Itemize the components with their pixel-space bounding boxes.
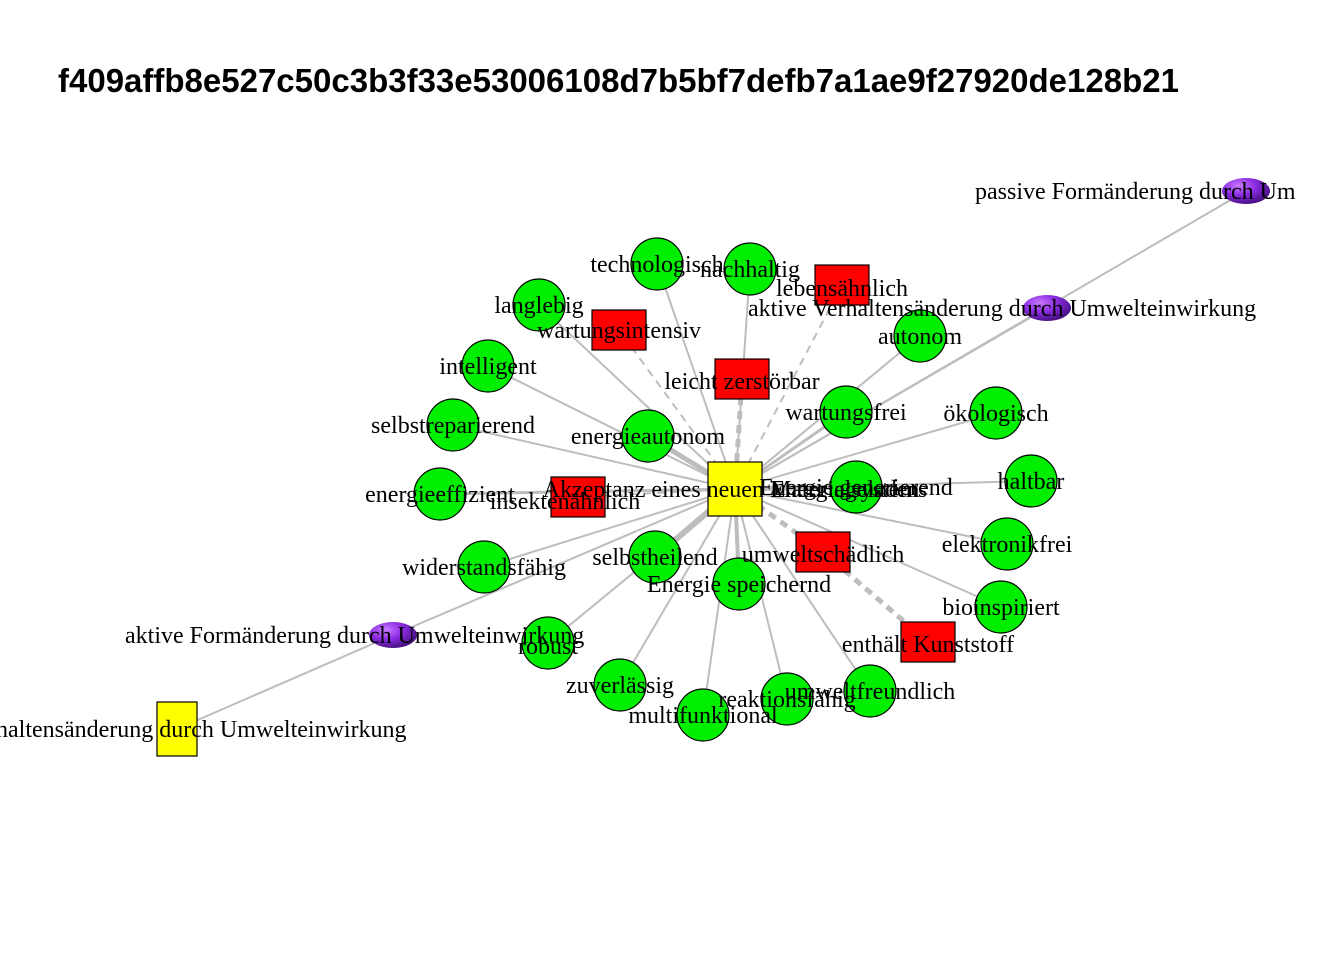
node-label-technologisch: technologisch <box>590 252 723 278</box>
node-energieautonom <box>621 409 675 463</box>
node-widerstandsfaehig <box>457 540 511 594</box>
node-label-robust: robust <box>518 634 578 660</box>
edge-aktive_formaenderung-verhaltensaenderung_square <box>176 634 394 730</box>
node-label-langlebig: langlebig <box>494 293 583 319</box>
node-passive_formaenderung <box>1222 178 1270 204</box>
node-energie_generierend <box>829 460 883 514</box>
edge-central-technologisch <box>656 263 736 490</box>
node-zuverlaessig <box>593 658 647 712</box>
node-label-wartungsfrei: wartungsfrei <box>785 400 907 426</box>
node-umweltschaedlich <box>795 531 851 573</box>
node-aktive_formaenderung <box>369 622 417 648</box>
node-oekologisch <box>969 386 1023 440</box>
node-elektronikfrei <box>980 517 1034 571</box>
edge-central-bioinspiriert <box>734 488 1002 608</box>
node-label-verhaltensaenderung_square: haltensänderung durch Umwelteinwirkung <box>0 717 407 743</box>
node-verhaltensaenderung_square <box>156 701 198 757</box>
node-label-widerstandsfaehig: widerstandsfähig <box>402 555 566 581</box>
edge-central-intelligent <box>487 365 736 490</box>
edge-central-umweltfreundlich <box>734 488 871 692</box>
node-label-wartungsintensiv: wartungsintensiv <box>537 318 701 344</box>
node-label-reaktionsfaehig: reaktionsfähig <box>718 687 855 713</box>
node-wartungsfrei <box>819 385 873 439</box>
node-label-haltbar: haltbar <box>998 469 1065 495</box>
node-label-insektenaehnlich: insektenähnlich <box>490 489 641 515</box>
node-label-passive_formaenderung: passive Formänderung durch Um <box>975 179 1296 205</box>
edge-central-haltbar <box>734 480 1032 490</box>
node-label-leicht_zerstoerbar: leicht zerstörbar <box>664 369 819 395</box>
node-nachhaltig <box>723 242 777 296</box>
node-label-autonom: autonom <box>878 324 962 350</box>
node-label-selbstheilend: selbstheilend <box>592 545 717 571</box>
edge-central-langlebig <box>538 304 736 490</box>
node-label-energieautonom: energieautonom <box>571 424 726 450</box>
node-label-central: Akzeptanz eines neuen Materialsystems <box>543 477 928 503</box>
nodes-layer <box>156 178 1270 757</box>
node-label-nachhaltig: nachhaltig <box>700 257 800 283</box>
edge-central-multifunktional <box>702 488 736 716</box>
node-label-energieeffizient: energieeffizient <box>365 482 515 508</box>
node-central <box>707 461 763 517</box>
node-langlebig <box>512 278 566 332</box>
edge-central-aktive_verhaltensaenderung <box>734 307 1048 490</box>
node-enthaelt_kunststoff <box>900 621 956 663</box>
node-multifunktional <box>676 688 730 742</box>
node-label-bioinspiriert: bioinspiriert <box>942 595 1060 621</box>
edge-central-lebensaehnlich <box>734 284 843 490</box>
node-label-aktive_formaenderung: aktive Formänderung durch Umwelteinwirku… <box>125 623 584 649</box>
edge-central-aktive_formaenderung <box>392 488 736 636</box>
node-label-multifunktional: multifunktional <box>628 703 778 729</box>
node-label-aktive_verhaltensaenderung: aktive Verhaltensänderung durch Umweltei… <box>748 296 1256 322</box>
node-bioinspiriert <box>974 580 1028 634</box>
node-energieeffizient <box>413 467 467 521</box>
labels-layer: Akzeptanz eines neuen MaterialsystemsEne… <box>0 179 1296 743</box>
edge-central-oekologisch <box>734 412 997 490</box>
node-lebensaehnlich <box>814 264 870 306</box>
node-haltbar <box>1004 454 1058 508</box>
edge-central-widerstandsfaehig <box>483 488 736 568</box>
node-label-energiegeladen: Energiegeladen <box>771 477 920 503</box>
node-wartungsintensiv <box>591 309 647 351</box>
node-label-umweltfreundlich: umweltfreundlich <box>785 679 956 705</box>
edge-central-elektronikfrei <box>734 488 1008 545</box>
node-label-zuverlaessig: zuverlässig <box>566 673 674 699</box>
node-selbstreparierend <box>426 398 480 452</box>
node-label-intelligent: intelligent <box>439 354 537 380</box>
node-leicht_zerstoerbar <box>714 358 770 400</box>
graph-title: f409affb8e527c50c3b3f33e53006108d7b5bf7d… <box>58 62 1179 99</box>
edge-central-selbstreparierend <box>452 424 736 490</box>
node-label-selbstreparierend: selbstreparierend <box>371 413 535 439</box>
node-label-elektronikfrei: elektronikfrei <box>942 532 1073 558</box>
node-insektenaehnlich <box>550 476 606 518</box>
node-label-energie_generierend: Energie generierend <box>759 475 952 501</box>
node-label-oekologisch: ökologisch <box>943 401 1048 427</box>
node-intelligent <box>461 339 515 393</box>
node-aktive_verhaltensaenderung <box>1023 295 1071 321</box>
edge-central-zuverlaessig <box>619 488 736 686</box>
node-label-umweltschaedlich: umweltschädlich <box>742 542 905 568</box>
node-label-enthaelt_kunststoff: enthält Kunststoff <box>842 632 1014 658</box>
node-technologisch <box>630 237 684 291</box>
node-reaktionsfaehig <box>760 672 814 726</box>
node-label-energie_speichernd: Energie speichernd <box>647 572 831 598</box>
node-autonom <box>893 309 947 363</box>
node-selbstheilend <box>628 530 682 584</box>
node-umweltfreundlich <box>843 664 897 718</box>
node-robust <box>521 616 575 670</box>
node-label-lebensaehnlich: lebensähnlich <box>776 276 908 302</box>
node-energie_speichernd <box>712 557 766 611</box>
